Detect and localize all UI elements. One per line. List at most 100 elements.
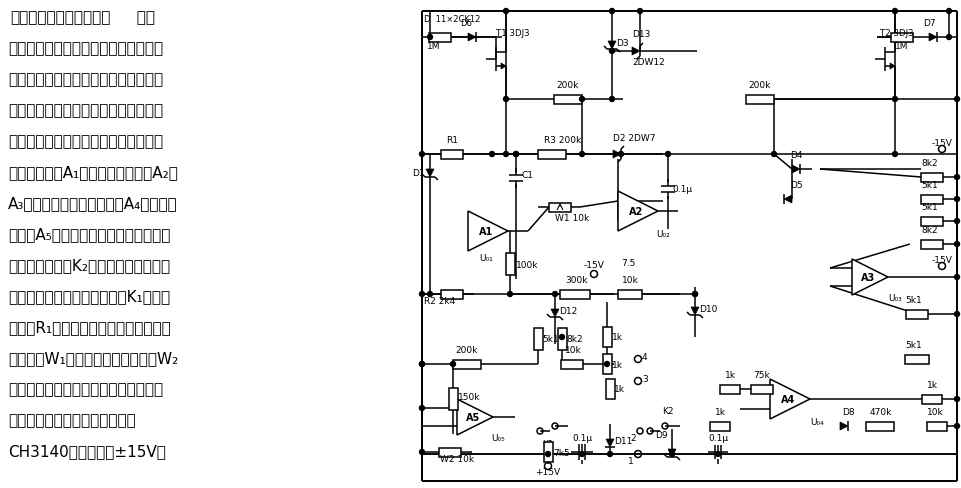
Text: K2: K2: [662, 406, 674, 415]
Bar: [921, 240, 943, 249]
Text: D12: D12: [559, 307, 578, 316]
Text: 8k2: 8k2: [921, 225, 938, 235]
Text: 0.1μ: 0.1μ: [672, 185, 692, 194]
Text: A5: A5: [466, 412, 480, 422]
Polygon shape: [852, 260, 888, 295]
Text: 4: 4: [642, 353, 648, 362]
Bar: [439, 447, 461, 457]
Text: 5k1: 5k1: [921, 181, 938, 190]
Circle shape: [504, 97, 508, 102]
Circle shape: [504, 9, 508, 15]
Text: 150k: 150k: [458, 393, 480, 402]
Circle shape: [954, 275, 959, 280]
Text: T1 3DJ3: T1 3DJ3: [496, 29, 530, 38]
Circle shape: [619, 152, 624, 157]
Text: 0.1μ: 0.1μ: [708, 433, 728, 442]
Circle shape: [954, 175, 959, 180]
Polygon shape: [784, 196, 792, 203]
Text: R3 200k: R3 200k: [544, 136, 581, 145]
Text: 1k: 1k: [614, 385, 625, 394]
Text: -15V: -15V: [931, 139, 952, 148]
Bar: [560, 290, 590, 299]
Text: 1k: 1k: [612, 360, 623, 369]
Circle shape: [772, 152, 776, 157]
Text: A1: A1: [479, 226, 493, 237]
Circle shape: [954, 424, 959, 428]
Circle shape: [954, 397, 959, 402]
Circle shape: [604, 362, 609, 367]
Bar: [557, 328, 566, 350]
Circle shape: [420, 406, 425, 411]
Polygon shape: [606, 439, 614, 447]
Text: 流偏压调节、扫描周期调节等功能。无: 流偏压调节、扫描周期调节等功能。无: [8, 103, 163, 118]
Text: W2 10k: W2 10k: [440, 454, 474, 463]
Bar: [429, 34, 451, 42]
Text: 2DW12: 2DW12: [632, 58, 665, 67]
Polygon shape: [457, 399, 493, 435]
Circle shape: [670, 451, 675, 457]
Bar: [449, 388, 457, 410]
Circle shape: [428, 36, 432, 41]
Text: 1k: 1k: [714, 407, 726, 416]
Circle shape: [579, 152, 584, 157]
Bar: [544, 442, 553, 462]
Text: D5: D5: [790, 181, 802, 190]
Text: D10: D10: [699, 305, 717, 314]
Text: 3: 3: [642, 375, 648, 384]
Text: R1: R1: [446, 136, 458, 145]
Bar: [605, 379, 614, 399]
Circle shape: [893, 9, 898, 15]
Text: D  11×2CK12: D 11×2CK12: [424, 15, 480, 24]
Text: 控制；A₅实现幅度、偏压的连续调节及: 控制；A₅实现幅度、偏压的连续调节及: [8, 226, 170, 242]
Text: 10k: 10k: [622, 275, 639, 285]
Circle shape: [693, 292, 698, 297]
Text: 200k: 200k: [455, 346, 478, 354]
Polygon shape: [613, 151, 621, 159]
Circle shape: [451, 362, 456, 367]
Circle shape: [513, 152, 519, 157]
Bar: [603, 354, 611, 374]
Circle shape: [954, 242, 959, 247]
Circle shape: [607, 451, 612, 457]
Text: 5k1: 5k1: [905, 340, 922, 349]
Text: T2 3DJ3: T2 3DJ3: [880, 29, 914, 38]
Text: 期、连续、停止的工作状态。K₁为启动: 期、连续、停止的工作状态。K₁为启动: [8, 288, 170, 304]
Bar: [441, 150, 463, 159]
Text: 良好的精度。A₁为反相积分电路；A₂、: 良好的精度。A₁为反相积分电路；A₂、: [8, 164, 178, 180]
Text: 5k1: 5k1: [542, 335, 558, 344]
Text: 100k: 100k: [516, 260, 538, 269]
Text: D6: D6: [460, 19, 472, 28]
Circle shape: [716, 451, 721, 457]
Text: 5k1: 5k1: [921, 203, 938, 212]
Text: 10k: 10k: [565, 346, 581, 354]
Bar: [751, 385, 773, 394]
Polygon shape: [668, 449, 676, 457]
Polygon shape: [468, 212, 508, 251]
Polygon shape: [501, 64, 506, 70]
Text: 0.1μ: 0.1μ: [572, 433, 592, 442]
Text: U₀₄: U₀₄: [810, 417, 824, 426]
Text: 75k: 75k: [753, 370, 771, 379]
Bar: [921, 195, 943, 204]
Text: D9: D9: [655, 430, 668, 439]
Text: A4: A4: [781, 394, 795, 404]
Polygon shape: [929, 34, 937, 42]
Bar: [453, 360, 481, 369]
Bar: [561, 360, 583, 369]
Bar: [921, 217, 943, 226]
Text: 470k: 470k: [870, 407, 893, 416]
Text: 300k: 300k: [565, 275, 587, 285]
Circle shape: [559, 335, 564, 340]
Text: D11: D11: [614, 437, 632, 446]
Circle shape: [893, 97, 898, 102]
Polygon shape: [426, 170, 434, 178]
Text: -15V: -15V: [583, 261, 604, 269]
Circle shape: [420, 292, 425, 297]
Polygon shape: [632, 48, 640, 56]
Bar: [927, 422, 947, 430]
Polygon shape: [551, 309, 559, 317]
Bar: [921, 173, 943, 182]
Text: W1 10k: W1 10k: [555, 214, 589, 223]
Bar: [906, 310, 928, 319]
Polygon shape: [792, 165, 800, 174]
